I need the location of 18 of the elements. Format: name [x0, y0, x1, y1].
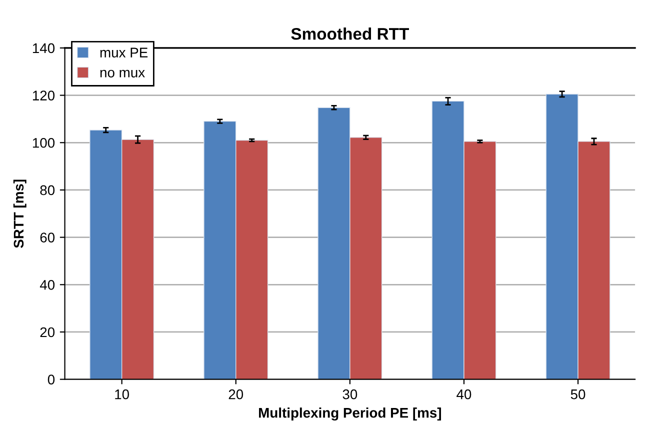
y-tick-label: 0	[48, 374, 55, 384]
y-tick-label: 120	[32, 90, 55, 100]
x-tick-label: 30	[342, 389, 358, 400]
x-axis-title: Multiplexing Period PE [ms]	[259, 408, 441, 421]
chart-title: Smoothed RTT	[291, 28, 409, 40]
x-tick-label: 20	[228, 389, 244, 400]
y-tick-label: 100	[32, 138, 55, 148]
x-tick-label: 50	[570, 389, 586, 400]
legend-label: no mux	[100, 70, 145, 78]
x-tick-label: 40	[456, 389, 472, 400]
x-tick-label: 10	[115, 389, 130, 400]
y-tick-label: 140	[32, 43, 55, 54]
y-axis-title: SRTT [ms]	[13, 180, 26, 248]
y-tick-label: 80	[40, 185, 55, 196]
legend-label: mux PE	[100, 48, 148, 58]
y-tick-label: 40	[40, 280, 55, 290]
y-tick-label: 60	[40, 232, 55, 242]
y-tick-label: 20	[40, 327, 55, 338]
